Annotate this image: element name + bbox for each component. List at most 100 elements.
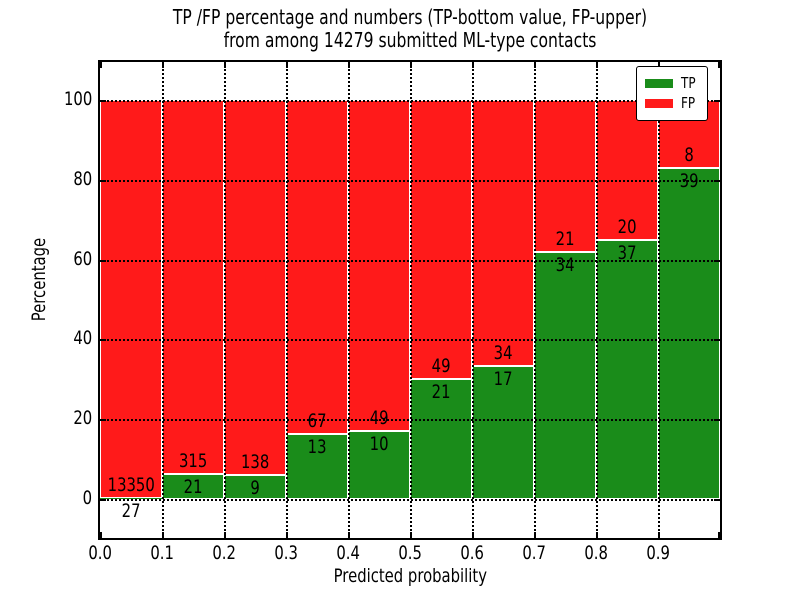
v-gridline-0p5: [410, 62, 412, 538]
fp-bar-segment-5: [410, 100, 472, 380]
tp-count-label-9: 39: [679, 169, 699, 192]
y-tick-label-20: 20: [73, 407, 92, 430]
x-tick-bottom-8: [596, 532, 598, 538]
v-gridline-0p1: [162, 62, 164, 538]
y-tick-left-20: [100, 419, 106, 422]
tp-bar-segment-3: [286, 434, 348, 499]
v-gridline-0p4: [348, 62, 350, 538]
tp-bar-segment-8: [596, 240, 658, 499]
tp-count-label-5: 21: [431, 381, 451, 404]
y-tick-right-40: [714, 339, 720, 342]
y-tick-left-60: [100, 259, 106, 262]
v-gridline-0p6: [472, 62, 474, 538]
tp-bar-segment-4: [348, 431, 410, 499]
plot-area: 13350 27 315 21 138 9 67 13 49 10 49 21 34 17 21 34 20 37…: [98, 60, 722, 540]
tp-bar-segment-0: [100, 498, 162, 500]
x-tick-bottom-9: [658, 532, 660, 538]
y-tick-left-100: [100, 100, 106, 102]
x-tick-top-9: [658, 62, 660, 68]
v-gridline-0p2: [224, 62, 226, 538]
x-tick-top-1: [162, 62, 164, 68]
fp-count-label-6: 34: [493, 342, 513, 364]
y-tick-label-40: 40: [73, 327, 92, 350]
x-tick-top-10: [718, 62, 720, 68]
tp-count-label-8: 37: [617, 242, 637, 264]
x-tick-top-3: [286, 62, 288, 68]
y-tick-label-60: 60: [73, 247, 92, 270]
y-tick-left-0: [100, 499, 106, 501]
x-tick-label-0.1: 0.1: [150, 542, 174, 564]
x-tick-top-6: [472, 62, 474, 68]
legend-label-tp: TP: [680, 74, 696, 92]
x-tick-label-0.2: 0.2: [212, 542, 236, 564]
x-tick-label-0.7: 0.7: [522, 542, 546, 564]
x-tick-bottom-4: [348, 532, 350, 538]
y-tick-right-60: [714, 259, 720, 262]
legend-row-fp: FP: [644, 94, 699, 112]
fp-count-label-3: 67: [307, 410, 327, 433]
tp-bar-segment-7: [534, 252, 596, 499]
y-tick-right-80: [714, 179, 720, 182]
fp-bar-segment-3: [286, 100, 348, 435]
x-tick-top-7: [534, 62, 536, 68]
chart-title-line1: TP /FP percentage and numbers (TP-bottom…: [172, 5, 648, 29]
x-tick-top-4: [348, 62, 350, 68]
chart-title: TP /FP percentage and numbers (TP-bottom…: [60, 6, 760, 52]
fp-count-label-0: 13350: [107, 474, 155, 497]
tp-bar-segment-6: [472, 366, 534, 499]
fp-count-label-7: 21: [555, 228, 575, 251]
y-tick-label-0: 0: [82, 487, 92, 509]
y-tick-label-100: 100: [63, 88, 92, 110]
x-tick-top-5: [410, 62, 412, 68]
fp-count-label-2: 138: [240, 450, 270, 473]
x-tick-bottom-2: [224, 532, 226, 538]
x-tick-label-0.6: 0.6: [460, 542, 484, 564]
x-tick-bottom-0: [100, 532, 102, 538]
tp-count-label-0: 27: [121, 500, 141, 523]
fp-count-label-9: 8: [684, 143, 694, 166]
y-tick-left-80: [100, 179, 106, 182]
y-tick-right-0: [714, 499, 720, 501]
fp-bar-segment-4: [348, 100, 410, 432]
fp-bar-segment-6: [472, 100, 534, 366]
x-tick-top-8: [596, 62, 598, 68]
x-tick-label-0.4: 0.4: [336, 542, 360, 564]
tp-count-label-4: 10: [369, 433, 389, 456]
legend: TP FP: [635, 66, 708, 121]
tp-count-label-2: 9: [250, 476, 260, 499]
tp-count-label-1: 21: [183, 476, 203, 499]
tp-bar-segment-2: [224, 474, 286, 499]
x-tick-bottom-6: [472, 532, 474, 538]
legend-label-fp: FP: [680, 94, 695, 112]
tp-bar-segment-9: [658, 167, 720, 499]
fp-count-label-4: 49: [369, 407, 389, 430]
fp-bar-segment-7: [534, 100, 596, 253]
fp-count-label-1: 315: [178, 450, 208, 473]
legend-swatch-tp-icon: [644, 79, 673, 88]
v-gridline-0p9: [658, 62, 660, 538]
x-tick-label-0.0: 0.0: [88, 542, 112, 564]
legend-row-tp: TP: [644, 74, 699, 92]
x-tick-top-0: [100, 62, 102, 68]
y-tick-right-100: [714, 100, 720, 102]
x-tick-bottom-3: [286, 532, 288, 538]
chart-title-line2: from among 14279 submitted ML-type conta…: [223, 28, 597, 52]
legend-swatch-fp-icon: [644, 99, 673, 108]
y-tick-left-40: [100, 339, 106, 342]
x-axis-label: Predicted probability: [333, 565, 487, 587]
fp-bar-segment-0: [100, 100, 162, 499]
tp-count-label-3: 13: [307, 436, 327, 459]
x-tick-label-0.3: 0.3: [274, 542, 298, 564]
fp-bar-segment-1: [162, 100, 224, 475]
x-tick-bottom-10: [718, 532, 720, 538]
x-tick-bottom-5: [410, 532, 412, 538]
v-gridline-0p3: [286, 62, 288, 538]
y-axis-label: Percentage: [28, 237, 50, 322]
x-tick-label-0.9: 0.9: [646, 542, 670, 564]
tp-count-label-6: 17: [493, 368, 513, 390]
y-tick-right-20: [714, 419, 720, 422]
fp-count-label-8: 20: [617, 216, 637, 238]
x-tick-bottom-1: [162, 532, 164, 538]
x-tick-label-0.8: 0.8: [584, 542, 608, 564]
